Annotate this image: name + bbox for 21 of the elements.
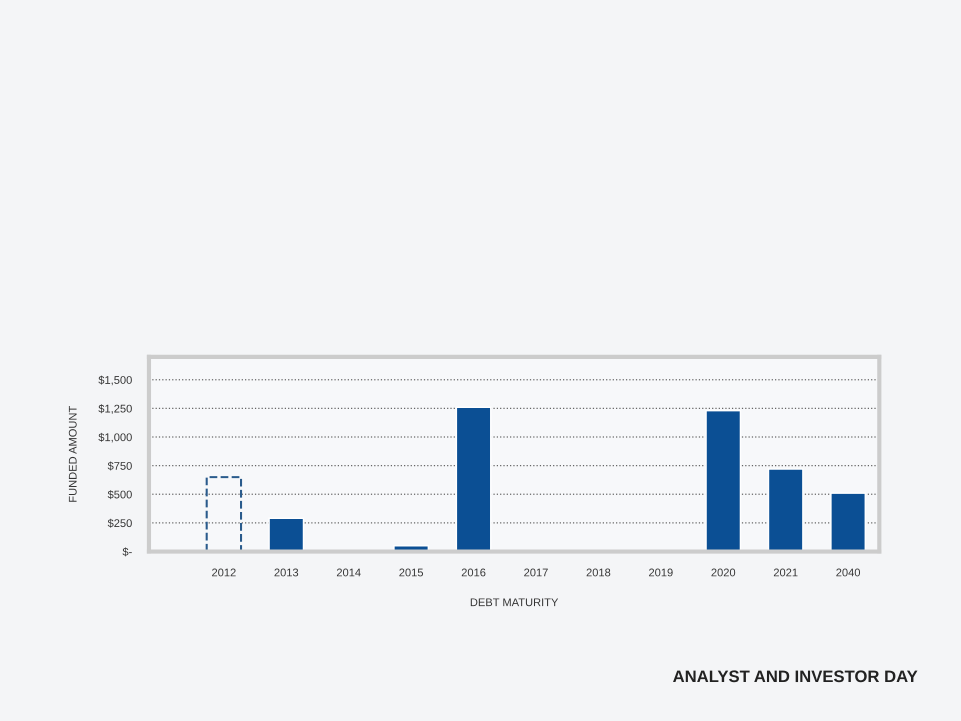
- y-tick-label: $1,500: [98, 376, 132, 386]
- x-tick-label: 2019: [649, 568, 673, 576]
- x-tick-label: 2013: [274, 568, 298, 576]
- text: ANALYST AND INVESTOR DAY: [673, 670, 918, 682]
- x-tick-label: 2020: [711, 568, 736, 576]
- y-tick-label: $250: [108, 518, 132, 528]
- y-axis-title: FUNDED AMOUNT: [68, 406, 77, 502]
- x-tick-label: 2040: [836, 568, 860, 576]
- x-tick-label: 2015: [399, 568, 424, 576]
- x-tick-label: 2014: [336, 568, 361, 576]
- y-tick-label: $500: [108, 490, 132, 500]
- x-tick-label: 2017: [524, 568, 548, 576]
- y-tick-label: $750: [108, 461, 132, 470]
- y-tick-label: $-: [122, 547, 132, 556]
- x-axis-title: DEBT MATURITY: [470, 598, 558, 606]
- y-tick-label: $1,250: [98, 404, 132, 414]
- x-tick-label: 2016: [462, 568, 486, 576]
- x-tick-label: 2021: [774, 568, 798, 576]
- x-tick-label: 2018: [586, 568, 610, 576]
- x-tick-label: 2012: [212, 568, 236, 576]
- y-tick-label: $1,000: [98, 432, 132, 442]
